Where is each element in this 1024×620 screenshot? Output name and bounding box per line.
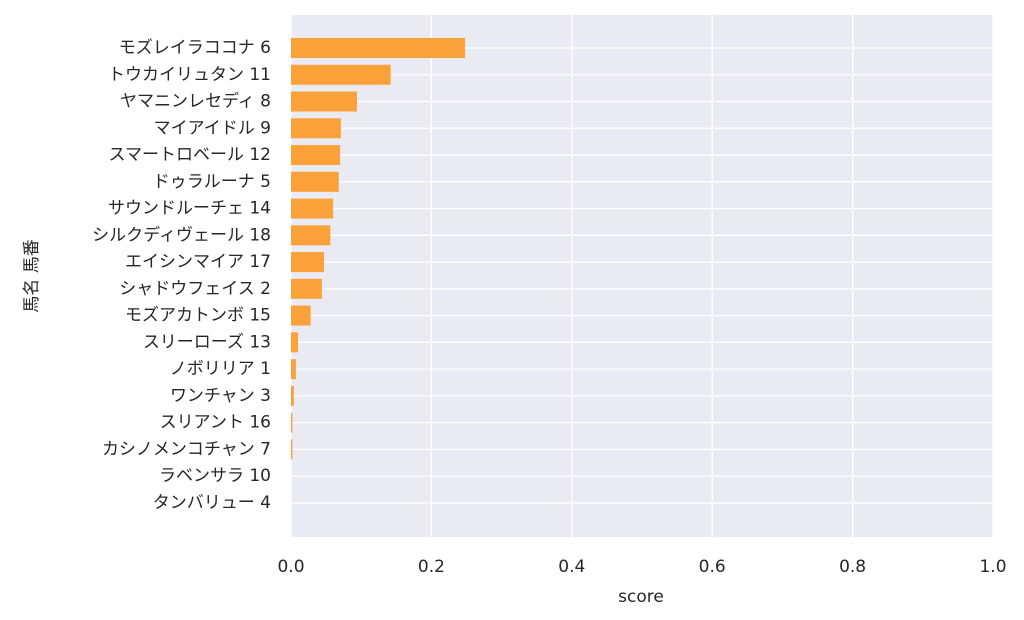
bar bbox=[291, 91, 357, 112]
y-tick-label: トウカイリュタン 11 bbox=[108, 65, 271, 85]
y-tick-label: ドゥラルーナ 5 bbox=[153, 172, 271, 192]
bar bbox=[291, 332, 299, 353]
bar bbox=[291, 118, 341, 139]
x-tick-label: 0.6 bbox=[699, 557, 726, 577]
bar bbox=[291, 171, 339, 192]
bar bbox=[291, 359, 296, 380]
y-tick-label: モズレイラココナ 6 bbox=[119, 38, 271, 58]
y-tick-label: マイアイドル 9 bbox=[154, 118, 271, 138]
y-tick-label: エイシンマイア 17 bbox=[125, 252, 271, 272]
bar bbox=[291, 38, 466, 58]
x-tick-label: 0.0 bbox=[277, 557, 304, 577]
plot-area bbox=[291, 15, 993, 537]
bar bbox=[291, 278, 322, 299]
bar bbox=[291, 252, 324, 273]
x-tick-label: 1.0 bbox=[979, 557, 1006, 577]
bar bbox=[291, 305, 311, 326]
y-tick-label: ノボリリア 1 bbox=[170, 359, 271, 379]
y-tick-label: スマートロベール 12 bbox=[108, 145, 271, 165]
bar bbox=[291, 198, 334, 219]
y-tick-label: タンバリュー 4 bbox=[153, 493, 271, 513]
y-axis-label: 馬名 馬番 bbox=[22, 239, 42, 312]
y-tick-label: ワンチャン 3 bbox=[170, 386, 271, 406]
x-axis-label: score bbox=[618, 587, 664, 607]
y-tick-label: スリーローズ 13 bbox=[143, 332, 271, 352]
y-tick-label: ラベンサラ 10 bbox=[159, 466, 271, 486]
y-tick-label: シャドウフェイス 2 bbox=[119, 279, 271, 299]
y-tick-label: サウンドルーチェ 14 bbox=[108, 199, 271, 219]
bar bbox=[291, 439, 293, 460]
bar bbox=[291, 145, 341, 166]
bar bbox=[291, 64, 391, 85]
y-tick-label: モズアカトンボ 15 bbox=[125, 306, 271, 326]
y-tick-label: シルクディヴェール 18 bbox=[92, 224, 271, 245]
x-tick-label: 0.2 bbox=[418, 557, 445, 577]
x-tick-label: 0.4 bbox=[558, 557, 585, 577]
y-tick-label: ヤマニンレセディ 8 bbox=[120, 91, 271, 112]
bar bbox=[291, 412, 293, 433]
y-tick-label: カシノメンコチャン 7 bbox=[102, 439, 271, 459]
bar bbox=[291, 225, 331, 246]
x-tick-label: 0.8 bbox=[839, 557, 866, 577]
bar bbox=[291, 385, 294, 406]
y-tick-label: スリアント 16 bbox=[160, 413, 271, 433]
